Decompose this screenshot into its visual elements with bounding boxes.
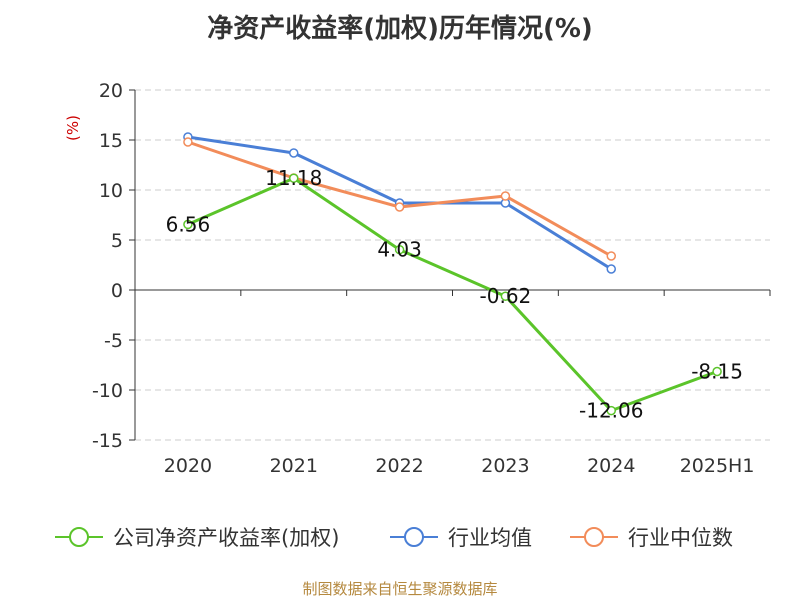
source-footer: 制图数据来自恒生聚源数据库 <box>302 580 498 598</box>
series-line <box>187 176 718 413</box>
chart-title: 净资产收益率(加权)历年情况(%) <box>207 14 593 44</box>
data-label: -0.62 <box>480 284 532 308</box>
x-tick-label: 2020 <box>164 455 212 477</box>
y-tick-label: -10 <box>92 380 123 402</box>
data-point <box>500 291 511 301</box>
data-point <box>394 244 405 255</box>
legend-marker <box>404 527 424 547</box>
data-point <box>500 191 511 201</box>
data-point <box>606 405 616 416</box>
data-point <box>183 219 193 230</box>
x-tick-label: 2022 <box>375 455 423 477</box>
y-axis-label: (%) <box>64 115 82 141</box>
data-label: 6.56 <box>166 212 211 236</box>
legend-label: 行业均值 <box>448 526 532 550</box>
legend-marker <box>69 527 89 547</box>
y-tick-label: 5 <box>111 230 123 252</box>
data-label: -12.06 <box>579 399 643 423</box>
x-tick-label: 2023 <box>481 455 529 477</box>
data-point <box>289 148 299 158</box>
data-label: -8.15 <box>691 360 743 384</box>
x-tick-label: 2024 <box>587 455 635 477</box>
y-tick-label: -5 <box>104 330 123 352</box>
y-tick-label: -15 <box>92 430 123 452</box>
data-point <box>712 366 722 377</box>
y-tick-label: 0 <box>111 280 123 302</box>
legend-marker <box>584 527 604 547</box>
legend-label: 行业中位数 <box>628 526 733 550</box>
y-tick-label: 20 <box>99 80 123 102</box>
x-tick-label: 2021 <box>270 455 318 477</box>
x-tick-label: 2025H1 <box>680 455 755 477</box>
data-point <box>606 264 616 274</box>
data-point <box>183 137 193 147</box>
y-tick-label: 15 <box>99 130 123 152</box>
legend-label: 公司净资产收益率(加权) <box>113 526 339 550</box>
data-label: 11.18 <box>265 166 322 190</box>
y-tick-label: 10 <box>99 180 123 202</box>
data-label: 4.03 <box>377 238 422 262</box>
data-point <box>289 173 299 183</box>
data-point <box>394 202 405 212</box>
data-point <box>606 251 616 261</box>
